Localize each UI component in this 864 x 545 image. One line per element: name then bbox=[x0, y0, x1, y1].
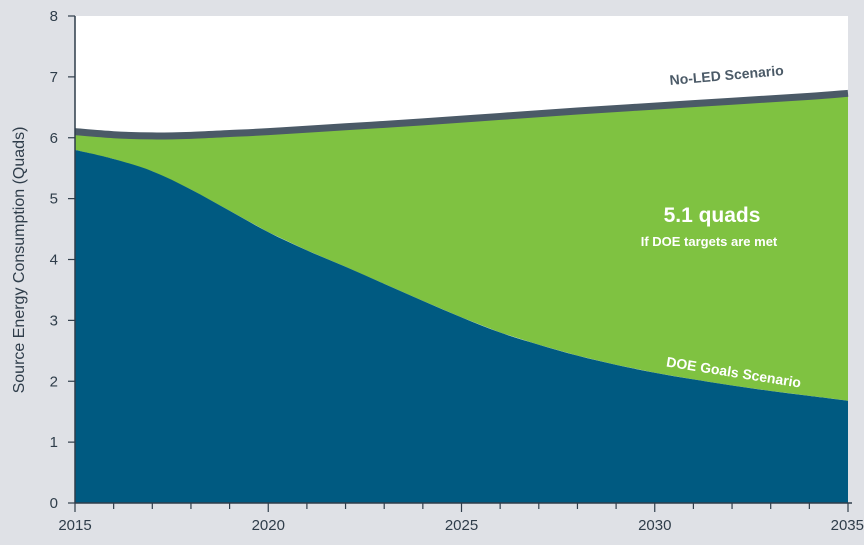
x-tick-label: 2035 bbox=[831, 517, 864, 534]
y-tick-label: 2 bbox=[50, 373, 58, 390]
x-tick-label: 2025 bbox=[445, 517, 478, 534]
savings-area bbox=[75, 93, 848, 401]
y-tick-labels: 0 1 2 3 4 5 6 7 8 bbox=[50, 8, 58, 512]
y-tick-label: 7 bbox=[50, 69, 58, 86]
x-tick-label: 2020 bbox=[252, 517, 285, 534]
doe-goals-area bbox=[75, 149, 848, 504]
no-led-line bbox=[74, 89, 849, 140]
y-tick-label: 8 bbox=[50, 8, 58, 25]
tick-marks bbox=[68, 15, 849, 512]
savings-note-annotation: If DOE targets are met bbox=[641, 234, 778, 249]
x-tick-label: 2015 bbox=[58, 517, 91, 534]
y-tick-label: 1 bbox=[50, 434, 58, 451]
x-tick-labels: 2015 2020 2025 2030 2035 bbox=[58, 517, 864, 534]
y-axis-title: Source Energy Consumption (Quads) bbox=[11, 127, 28, 394]
x-tick-label: 2030 bbox=[638, 517, 671, 534]
y-tick-label: 0 bbox=[50, 495, 58, 512]
savings-value-annotation: 5.1 quads bbox=[664, 204, 761, 227]
y-tick-label: 6 bbox=[50, 130, 58, 147]
y-tick-label: 5 bbox=[50, 191, 58, 208]
y-tick-label: 4 bbox=[50, 252, 58, 269]
y-tick-label: 3 bbox=[50, 312, 58, 329]
